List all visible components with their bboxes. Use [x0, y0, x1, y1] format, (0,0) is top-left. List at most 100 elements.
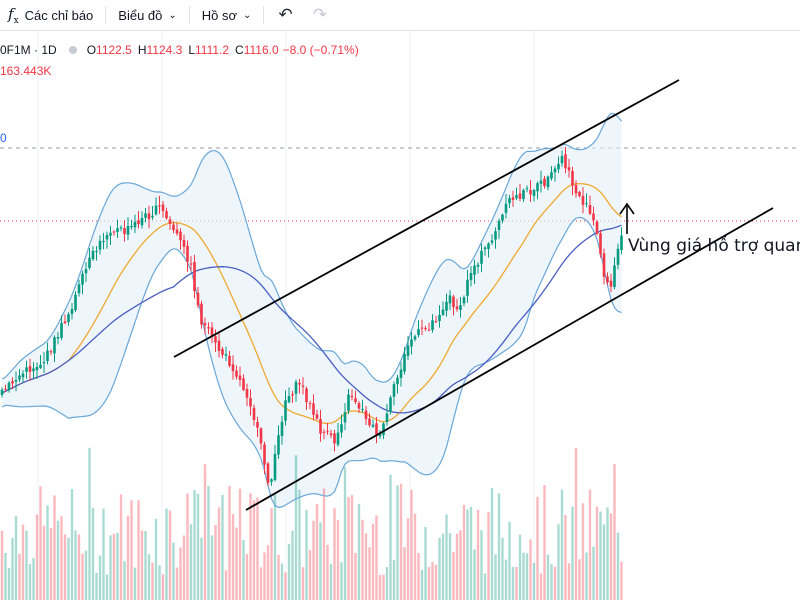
volume-bar: [539, 573, 543, 600]
volume-bar: [32, 557, 35, 600]
price-chart[interactable]: [0, 31, 800, 600]
volume-bar: [200, 537, 203, 600]
volume-bar: [592, 546, 595, 600]
candle-body: [333, 433, 336, 444]
volume-bar: [326, 544, 329, 600]
candle-body: [620, 235, 623, 250]
candle-body: [158, 205, 161, 207]
volume-bar: [487, 511, 490, 600]
volume-bar: [60, 516, 63, 600]
candle-body: [266, 463, 270, 484]
candle-body: [613, 265, 616, 288]
candle-body: [382, 423, 385, 436]
candle-body: [574, 185, 578, 194]
chart-type-label: Biểu đồ: [118, 7, 163, 23]
candle-body: [18, 375, 21, 380]
volume-bar: [308, 550, 312, 600]
candle-body: [599, 233, 602, 255]
bollinger-lower-band: [1, 216, 622, 509]
volume-bar: [305, 509, 308, 600]
close-key: C: [235, 43, 244, 57]
channel-lower-line: [245, 207, 774, 511]
candle-body: [364, 410, 368, 420]
candle-body: [235, 370, 238, 377]
candle-body: [175, 229, 179, 234]
volume-bar: [525, 553, 529, 600]
profile-button[interactable]: Hồ sơ ⌄: [194, 0, 260, 30]
volume-bar: [210, 535, 214, 600]
candle-body: [518, 193, 522, 199]
volume-bar: [221, 495, 224, 600]
volume-bar: [168, 510, 172, 600]
candle-body: [60, 322, 63, 338]
candle-body: [501, 214, 504, 221]
candle-body: [588, 204, 592, 214]
volume-bar: [21, 524, 25, 600]
indicators-button[interactable]: fx Các chỉ báo: [0, 0, 101, 30]
candle-body: [427, 329, 431, 331]
redo-icon[interactable]: ↷: [312, 5, 327, 24]
volume-bar: [25, 530, 28, 600]
volume-bar: [312, 520, 315, 600]
candle-body: [375, 423, 378, 436]
volume-bar: [77, 534, 81, 600]
volume-bar: [49, 527, 53, 600]
candle-body: [312, 403, 315, 415]
volume-bar: [105, 574, 109, 600]
volume-bar: [483, 573, 487, 600]
volume-bar: [56, 520, 60, 600]
candle-body: [245, 388, 249, 398]
candle-body: [564, 154, 567, 169]
candle-body: [172, 224, 175, 231]
candle-body: [231, 364, 235, 372]
candle-body: [224, 354, 228, 356]
volume-bar: [455, 533, 459, 600]
volume-bar: [616, 532, 620, 600]
candle-body: [431, 320, 434, 330]
candle-body: [424, 328, 427, 330]
volume-bar: [46, 505, 49, 600]
candle-body: [532, 189, 536, 196]
volume-bar: [361, 519, 364, 600]
volume-bar: [553, 566, 557, 600]
candle-body: [46, 350, 49, 362]
volume-bar: [238, 488, 242, 600]
volume-bar: [578, 559, 581, 600]
candle-body: [459, 305, 462, 311]
candle-body: [361, 408, 364, 410]
volume-bar: [231, 514, 235, 600]
volume-bar: [595, 506, 599, 600]
candle-body: [445, 301, 448, 311]
volume-bar: [280, 563, 284, 600]
undo-icon[interactable]: ↶: [278, 5, 293, 24]
candle-body: [557, 163, 560, 170]
chart-type-button[interactable]: Biểu đồ ⌄: [110, 0, 184, 30]
candle-body: [308, 403, 312, 405]
volume-bar: [431, 562, 434, 600]
volume-bar: [189, 524, 193, 600]
volume-bar: [14, 515, 18, 600]
volume-bar: [11, 538, 14, 600]
candle-body: [119, 227, 123, 229]
candle-body: [434, 321, 438, 323]
volume-bar: [438, 537, 441, 600]
candle-body: [67, 314, 70, 322]
symbol-label[interactable]: 0F1M · 1D: [0, 43, 57, 57]
candle-body: [340, 424, 343, 433]
volume-bar: [214, 525, 217, 600]
volume-bar: [403, 547, 406, 600]
volume-bar: [333, 508, 336, 600]
volume-bar: [182, 535, 186, 600]
volume-bar: [490, 488, 494, 600]
volume-bar: [91, 507, 95, 600]
candle-body: [25, 367, 28, 372]
volume-bar: [434, 564, 438, 600]
volume-bar: [336, 520, 340, 600]
candle-body: [392, 384, 396, 397]
candle-body: [420, 327, 424, 329]
volume-bar: [396, 485, 399, 600]
volume-bar: [252, 500, 256, 600]
candle-body: [543, 178, 546, 187]
candle-body: [378, 433, 382, 437]
candle-body: [315, 414, 319, 419]
